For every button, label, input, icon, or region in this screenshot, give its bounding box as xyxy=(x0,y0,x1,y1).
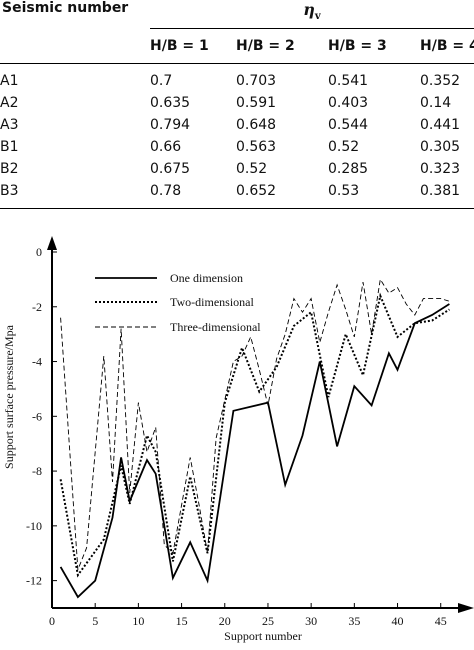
y-tick-label: -2 xyxy=(32,300,42,314)
table-cell: 0.7 xyxy=(150,73,173,89)
table-cell: 0.381 xyxy=(420,183,461,199)
table-cell: 0.403 xyxy=(328,95,369,111)
table-row: B2 0.675 0.52 0.285 0.323 xyxy=(0,158,474,180)
column-header: H/B = 4 xyxy=(420,38,474,54)
x-axis-arrow xyxy=(458,603,474,613)
row-header: Seismic number xyxy=(2,0,129,16)
x-tick-label: 5 xyxy=(92,614,98,628)
row-label: A2 xyxy=(0,95,19,111)
y-tick-label: -4 xyxy=(32,355,42,369)
eta-header: ηv xyxy=(150,0,474,29)
x-tick-label: 0 xyxy=(49,614,55,628)
y-tick-label: -6 xyxy=(32,409,42,423)
table-row: A1 0.7 0.703 0.541 0.352 xyxy=(0,64,474,93)
table-cell: 0.14 xyxy=(420,95,452,111)
table-row: A3 0.794 0.648 0.544 0.441 xyxy=(0,114,474,136)
table-cell: 0.66 xyxy=(150,139,182,155)
y-tick-label: 0 xyxy=(36,245,42,259)
eta-subscript: v xyxy=(314,11,321,23)
table-cell: 0.352 xyxy=(420,73,461,89)
x-tick-label: 45 xyxy=(435,614,447,628)
column-header: H/B = 3 xyxy=(328,38,387,54)
y-axis-arrow xyxy=(47,236,57,250)
series-line-2 xyxy=(60,278,450,570)
results-table: Seismic number ηv H/B = 1 H/B = 2 H/B = … xyxy=(0,0,474,209)
axes-layer: 0 5 10 15 20 25 30 35 40 45 0 -2 -4 -6 -8 -10 -12 xyxy=(26,236,474,628)
table-cell: 0.652 xyxy=(236,183,277,199)
table-cell: 0.544 xyxy=(328,117,369,133)
table-cell: 0.563 xyxy=(236,139,277,155)
table-row: A2 0.635 0.591 0.403 0.14 xyxy=(0,92,474,114)
table-cell: 0.794 xyxy=(150,117,191,133)
chart-svg: 0 5 10 15 20 25 30 35 40 45 0 -2 -4 -6 -8 -10 -12 One di… xyxy=(2,236,474,643)
table-cell: 0.591 xyxy=(236,95,277,111)
column-header: H/B = 1 xyxy=(150,38,209,54)
x-tick-label: 15 xyxy=(176,614,188,628)
legend-label-1: Two-dimensional xyxy=(170,295,254,309)
x-tick-label: 30 xyxy=(305,614,317,628)
table-cell: 0.285 xyxy=(328,161,369,177)
table-cell: 0.441 xyxy=(420,117,461,133)
column-header: H/B = 2 xyxy=(236,38,295,54)
series-line-0 xyxy=(59,303,450,599)
row-label: B1 xyxy=(0,139,19,155)
row-label: B3 xyxy=(0,183,19,199)
legend: One dimension Two-dimensional Three-dimens… xyxy=(95,271,261,334)
legend-label-0: One dimension xyxy=(170,271,243,285)
table-row: B3 0.78 0.652 0.53 0.381 xyxy=(0,180,474,209)
table-cell: 0.305 xyxy=(420,139,461,155)
y-tick-label: -12 xyxy=(26,574,42,588)
table-cell: 0.323 xyxy=(420,161,461,177)
row-label: A1 xyxy=(0,73,19,89)
x-tick-label: 25 xyxy=(262,614,274,628)
table-cell: 0.635 xyxy=(150,95,191,111)
pressure-chart: 0 5 10 15 20 25 30 35 40 45 0 -2 -4 -6 -8 -10 -12 One di… xyxy=(0,236,474,645)
x-tick-label: 40 xyxy=(392,614,404,628)
table-cell: 0.78 xyxy=(150,183,182,199)
table-cell: 0.53 xyxy=(328,183,360,199)
table-cell: 0.703 xyxy=(236,73,277,89)
row-label: B2 xyxy=(0,161,19,177)
series-layer xyxy=(59,278,450,599)
y-tick-label: -8 xyxy=(32,464,42,478)
eta-symbol: η xyxy=(303,0,315,19)
y-tick-label: -10 xyxy=(26,519,42,533)
table-cell: 0.541 xyxy=(328,73,369,89)
y-axis-label: Support surface pressure/Mpa xyxy=(2,324,16,469)
x-tick-label: 10 xyxy=(132,614,144,628)
x-tick-label: 35 xyxy=(348,614,360,628)
table-cell: 0.675 xyxy=(150,161,191,177)
table-cell: 0.52 xyxy=(328,139,360,155)
series-line-1 xyxy=(59,292,450,578)
table-row: B1 0.66 0.563 0.52 0.305 xyxy=(0,136,474,158)
table-cell: 0.52 xyxy=(236,161,268,177)
row-label: A3 xyxy=(0,117,19,133)
table-cell: 0.648 xyxy=(236,117,277,133)
legend-label-2: Three-dimensional xyxy=(170,320,261,334)
x-axis-label: Support number xyxy=(224,629,302,643)
x-tick-label: 20 xyxy=(219,614,231,628)
